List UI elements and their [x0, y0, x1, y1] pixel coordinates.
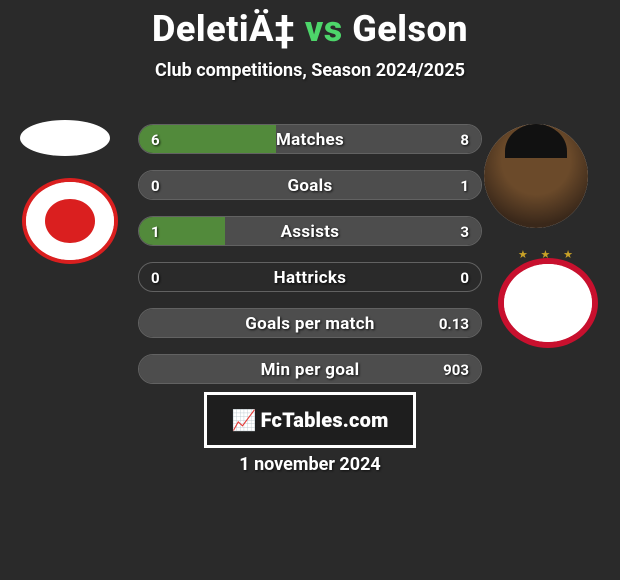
subtitle: Club competitions, Season 2024/2025 [0, 60, 620, 81]
stat-bar: Matches6 8 [138, 124, 482, 154]
stat-bar-value-right: 3 [460, 217, 469, 245]
stat-bar: Goals0 1 [138, 170, 482, 200]
stat-bar-value-left: 6 [151, 125, 160, 153]
stat-bars: Matches68Goals01Assists13Hattricks00Goal… [138, 124, 482, 400]
brand-text: FcTables.com [261, 408, 389, 432]
title-right-name: Gelson [352, 8, 468, 50]
stat-bar: Goals per match0.13 [138, 308, 482, 338]
club-logo-left-badge [26, 182, 114, 260]
stat-bar-value-left: 0 [151, 263, 160, 291]
stat-bar-value-left: 0 [151, 171, 160, 199]
stat-bar-label: Goals [139, 171, 481, 199]
stat-bar-label: Hattricks [139, 263, 481, 291]
stat-bar-label: Min per goal [139, 355, 481, 383]
avatar-right-face [484, 124, 588, 228]
title-left-name: DeletiÄ‡ [152, 8, 295, 50]
club-logo-right-badge [504, 264, 592, 342]
stat-bar-label: Assists [139, 217, 481, 245]
stat-bar-value-right: 903 [443, 355, 469, 383]
brand-badge: 📈FcTables.com [204, 392, 416, 448]
stat-bar-value-right: 1 [460, 171, 469, 199]
club-logo-left [22, 178, 118, 264]
title-vs: vs [295, 8, 352, 50]
stat-bar-value-left: 1 [151, 217, 160, 245]
avatar-right [484, 124, 588, 228]
stat-bar-value-right: 0.13 [439, 309, 469, 337]
date-label: 1 november 2024 [0, 454, 620, 475]
chart-icon: 📈 [231, 408, 256, 432]
stat-bar: Min per goal903 [138, 354, 482, 384]
stat-bar: Assists1 3 [138, 216, 482, 246]
page-title: DeletiÄ‡ vs Gelson [0, 0, 620, 50]
stat-bar-label: Goals per match [139, 309, 481, 337]
stat-bar-value-right: 0 [460, 263, 469, 291]
stat-bar-value-right: 8 [460, 125, 469, 153]
stat-bar-label: Matches [139, 125, 481, 153]
stat-bar: Hattricks0 0 [138, 262, 482, 292]
club-logo-right [498, 258, 598, 348]
avatar-left [20, 120, 110, 156]
